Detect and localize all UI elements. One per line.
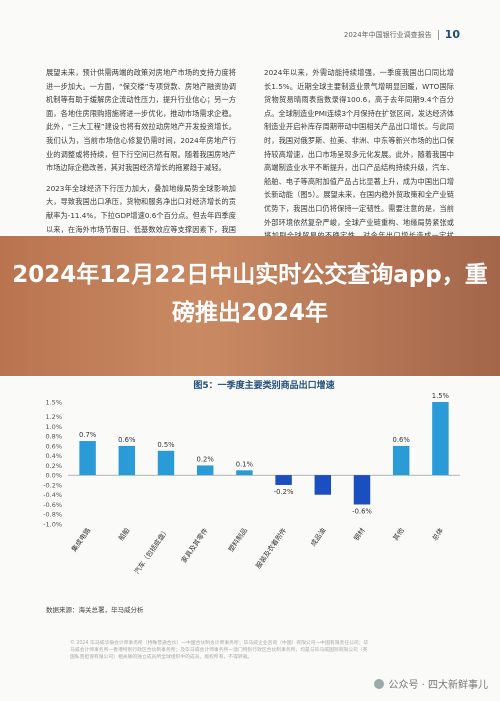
bar-value-label: 0.2%	[197, 455, 215, 463]
bar	[79, 441, 96, 476]
export-growth-chart: 图5：一季度主要类别商品出口增速 -1.0% -0.8% -0.6% -0.4% -0.2…	[30, 376, 470, 591]
bar-value-label: 0.6%	[393, 436, 411, 444]
bar-value-label: 0.1%	[236, 460, 254, 468]
y-tick-label: 0.2%	[45, 462, 62, 470]
y-tick-label: -0.8%	[43, 511, 62, 519]
bar	[432, 402, 449, 476]
category-label: 塑料制品	[226, 526, 249, 554]
category-label: 家具及其零件	[179, 526, 210, 565]
y-tick-label: -1.0%	[43, 521, 62, 529]
y-tick-label: -0.4%	[43, 491, 62, 499]
wechat-icon	[374, 678, 385, 689]
bar-chart-svg: 图5：一季度主要类别商品出口增速 -1.0% -0.8% -0.6% -0.4% -0.2…	[43, 379, 460, 576]
y-tick-label: 0.6%	[45, 442, 62, 450]
header-divider	[437, 29, 439, 40]
y-tick-label: -0.6%	[43, 501, 62, 509]
bar	[157, 450, 175, 476]
category-label: 钢材	[351, 526, 366, 542]
category-label: 其他	[391, 526, 406, 542]
bar	[196, 465, 214, 476]
headline-banner: 2024年12月22日中山实时公交查询app，重磅推出2024年	[0, 236, 500, 376]
report-title: 2024年中国银行业调查报告	[343, 30, 432, 39]
right-column: 2024年以来，外需动能持续增强，一季度我国出口同比增长1.5%。近期全球主要制…	[264, 66, 454, 263]
copyright-footer: © 2024 毕马威华振会计师事务所（特殊普通合伙）—中国合伙制会计师事务所；毕…	[70, 641, 369, 660]
bar-value-label: 1.5%	[432, 392, 450, 400]
category-label: 汽车（包括底盘）	[132, 526, 171, 576]
bar-value-label: 0.7%	[79, 431, 97, 439]
chart-title: 图5：一季度主要类别商品出口增速	[193, 379, 334, 391]
right-paragraph-1: 2024年以来，外需动能持续增强，一季度我国出口同比增长1.5%。近期全球主要制…	[264, 68, 454, 254]
watermark: 公众号 · 四大新鲜事儿	[374, 676, 488, 691]
bar	[275, 475, 292, 485]
bar	[118, 445, 136, 476]
y-tick-label: 1.5%	[45, 399, 62, 407]
watermark-text: 公众号 · 四大新鲜事儿	[388, 680, 488, 691]
category-label: 集成电路	[69, 526, 92, 554]
bar-value-label: 0.5%	[157, 441, 175, 449]
page-number: 10	[444, 28, 460, 41]
y-tick-label: 1.2%	[45, 413, 62, 421]
y-tick-label: 0.8%	[45, 433, 62, 441]
bar-value-label: -0.6%	[352, 507, 372, 515]
bar	[353, 475, 371, 505]
bar-value-label: 0.6%	[118, 436, 136, 444]
category-label: 总体	[430, 526, 445, 542]
y-tick-label: 0.4%	[45, 452, 62, 460]
left-paragraph-1: 展望未来，预计供需两端的政策对房地产市场的支持力度将进一步加大。一方面，“保交楼…	[46, 68, 236, 173]
bar	[392, 445, 410, 476]
headline-title: 2024年12月22日中山实时公交查询app，重磅推出2024年	[12, 262, 488, 326]
category-label: 服装及衣着附件	[254, 526, 289, 570]
y-tick-label: 1.0%	[45, 423, 62, 431]
data-source: 数据来源：海关总署，毕马威分析	[46, 606, 144, 614]
y-tick-label: -0.2%	[43, 481, 62, 489]
category-label: 成品油	[308, 526, 327, 548]
page-header: 2024年中国银行业调查报告 10	[344, 28, 460, 41]
bar-value-label: -0.2%	[274, 488, 294, 496]
bar	[314, 475, 332, 495]
left-column: 展望未来，预计供需两端的政策对房地产市场的支持力度将进一步加大。一方面，“保交楼…	[46, 66, 236, 257]
y-tick-label: 0.0%	[45, 472, 62, 480]
category-label: 船舶	[116, 526, 131, 542]
bar	[236, 470, 253, 476]
